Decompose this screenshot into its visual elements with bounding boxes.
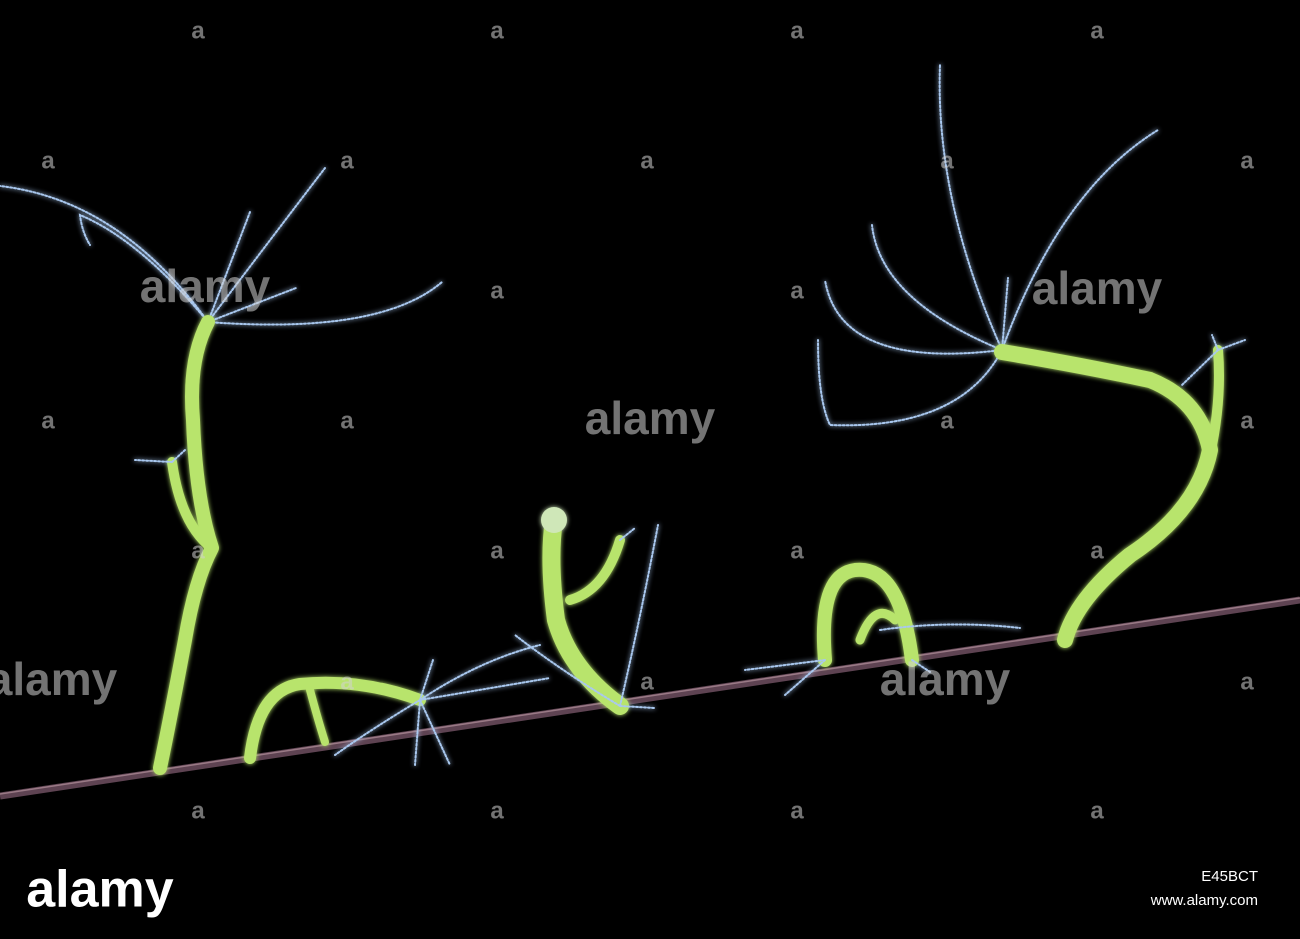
watermarks: alamy alamy alamy alamy alamy a a a a a a a a a a a a a a a… — [0, 17, 1254, 824]
logo: alamy — [26, 861, 174, 919]
watermark-tile: a — [191, 797, 205, 824]
watermark-tile: a — [41, 147, 55, 174]
watermark-tile: a — [1090, 17, 1104, 44]
watermark-tile: a — [1240, 147, 1254, 174]
watermark-tile: a — [191, 537, 205, 564]
watermark-tile: a — [790, 277, 804, 304]
watermark-tile: a — [340, 668, 354, 695]
watermark-tile: a — [640, 668, 654, 695]
watermark: alamy — [140, 260, 271, 312]
watermark-tile: a — [490, 277, 504, 304]
watermark-tile: a — [191, 17, 205, 44]
watermark: alamy — [1032, 262, 1163, 314]
watermark: alamy — [0, 653, 118, 705]
watermark-tile: a — [1090, 537, 1104, 564]
watermark-tile: a — [340, 147, 354, 174]
watermark-tile: a — [490, 537, 504, 564]
watermark-tile: a — [790, 537, 804, 564]
watermark-tile: a — [1240, 668, 1254, 695]
watermark-tile: a — [490, 797, 504, 824]
hydras — [0, 64, 1246, 775]
watermark: alamy — [880, 653, 1011, 705]
image-id: E45BCT — [1201, 868, 1258, 885]
branch — [0, 596, 1300, 800]
watermark-tile: a — [340, 407, 354, 434]
watermark-tile: a — [790, 17, 804, 44]
watermark-tile: a — [490, 17, 504, 44]
watermark-tile: a — [940, 407, 954, 434]
url: www.alamy.com — [1150, 892, 1258, 909]
watermark-tile: a — [1090, 797, 1104, 824]
watermark-tile: a — [41, 407, 55, 434]
watermark-tile: a — [640, 147, 654, 174]
watermark-tile: a — [790, 797, 804, 824]
watermark-tile: a — [1240, 407, 1254, 434]
watermark: alamy — [585, 392, 716, 444]
watermark-tile: a — [940, 147, 954, 174]
